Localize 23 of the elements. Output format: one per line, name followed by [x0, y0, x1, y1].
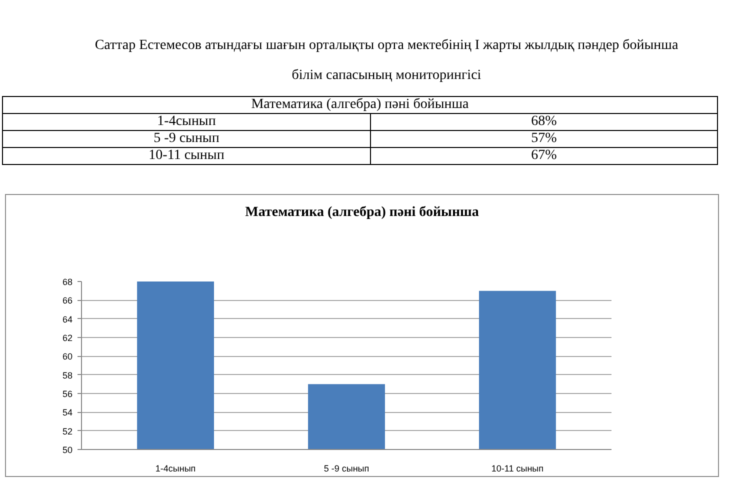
text: 10-11 сынып	[2, 148, 370, 164]
y-tick-label: 66	[62, 296, 73, 306]
text: білім сапасының мониторингісі	[290, 67, 482, 85]
y-tick-label: 64	[62, 314, 73, 324]
y-tick-label: 60	[62, 352, 73, 362]
x-tick-label: 5 -9 сынып	[324, 464, 370, 474]
text: 67%	[370, 148, 718, 164]
y-tick-label: 68	[62, 277, 73, 287]
text: 68%	[370, 114, 718, 130]
x-tick-label: 1-4сынып	[155, 464, 196, 474]
text: 5 -9 сынып	[2, 130, 370, 148]
y-tick-label: 52	[62, 426, 73, 436]
text: Математика (алгебра) пәні бойынша	[2, 96, 718, 114]
y-tick-label: 54	[62, 408, 73, 418]
y-tick-label: 50	[62, 445, 73, 455]
y-tick-label: 56	[62, 389, 73, 399]
x-tick-label: 10-11 сынып	[491, 464, 544, 474]
text: 1-4сынып	[2, 114, 370, 130]
text: 57%	[370, 130, 718, 148]
y-tick-label: 62	[62, 333, 73, 343]
text: Саттар Естемесов атындағы шағын орталықты орта мектебінің І жарты жылдық пәндер бойынша	[94, 37, 680, 55]
chart-title: Математика (алгебра) пәні бойынша	[244, 204, 480, 222]
y-tick-label: 58	[62, 370, 73, 380]
